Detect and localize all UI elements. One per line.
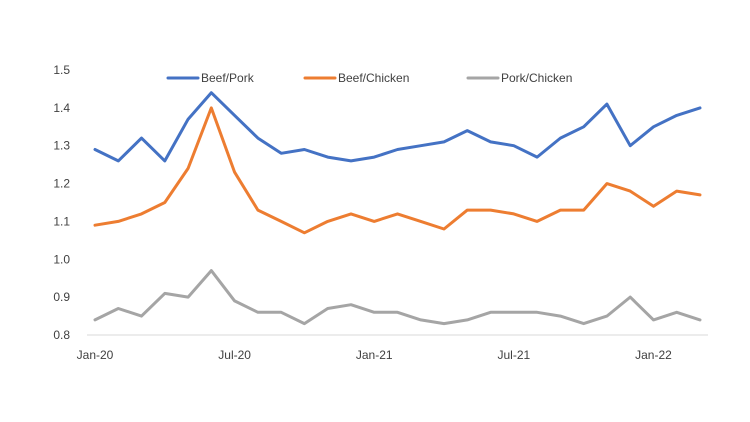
y-tick-label: 0.8 — [53, 328, 70, 342]
y-tick-label: 1.2 — [53, 177, 70, 191]
series-line-pork-chicken — [93, 269, 702, 326]
series-line-beef-pork — [93, 91, 702, 163]
x-tick-label: Jan-20 — [77, 348, 114, 362]
legend: Beef/Pork Beef/Chicken Pork/Chicken — [166, 71, 572, 85]
y-tick-label: 1.3 — [53, 139, 70, 153]
x-tick-label: Jul-20 — [218, 348, 251, 362]
x-tick-label: Jan-21 — [356, 348, 393, 362]
legend-label: Pork/Chicken — [501, 71, 572, 85]
series-line-beef-chicken — [93, 106, 702, 235]
series-lines — [93, 91, 702, 326]
y-tick-label: 1.5 — [53, 63, 70, 77]
y-tick-label: 1.1 — [53, 214, 70, 228]
legend-label: Beef/Pork — [201, 71, 255, 85]
x-axis-tick-labels: Jan-20 Jul-20 Jan-21 Jul-21 Jan-22 — [77, 348, 672, 362]
legend-label: Beef/Chicken — [338, 71, 409, 85]
y-axis-tick-labels: 1.5 1.4 1.3 1.2 1.1 1.0 0.9 0.8 — [53, 63, 70, 342]
y-tick-label: 0.9 — [53, 290, 70, 304]
y-tick-label: 1.4 — [53, 101, 70, 115]
x-tick-label: Jul-21 — [498, 348, 531, 362]
x-tick-label: Jan-22 — [635, 348, 672, 362]
y-tick-label: 1.0 — [53, 252, 70, 266]
